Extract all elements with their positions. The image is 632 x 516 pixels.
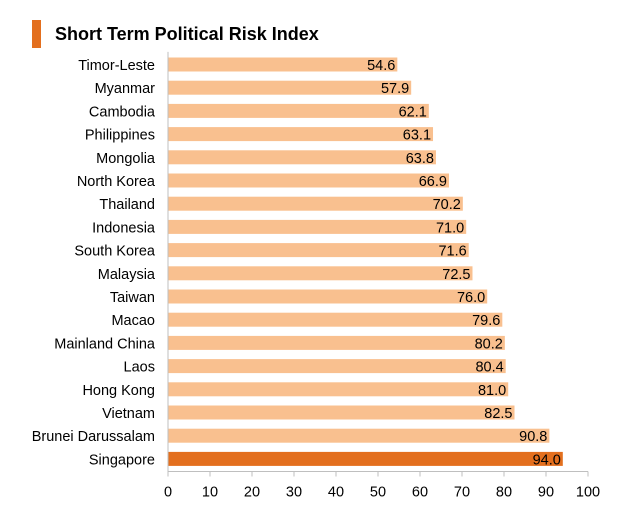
bar-mongolia (168, 150, 436, 165)
bar-south-korea (168, 243, 469, 258)
data-label: 63.1 (403, 128, 431, 144)
data-label: 63.8 (406, 151, 434, 167)
data-label: 70.2 (433, 197, 461, 213)
x-tick-label: 60 (412, 485, 428, 501)
data-label: 81.0 (478, 383, 506, 399)
x-tick-label: 0 (164, 485, 172, 501)
category-label: Mongolia (96, 151, 156, 167)
data-label: 80.2 (475, 336, 503, 352)
data-label: 54.6 (367, 58, 395, 74)
category-label: Brunei Darussalam (32, 429, 155, 445)
category-label: Vietnam (102, 406, 155, 422)
bar-malaysia (168, 266, 473, 281)
bar-laos (168, 359, 506, 374)
category-label: Malaysia (98, 267, 156, 283)
category-label: Laos (124, 360, 155, 376)
category-label: Philippines (85, 128, 155, 144)
chart-title: Short Term Political Risk Index (55, 24, 319, 44)
data-label: 71.6 (438, 244, 466, 260)
title-accent-bar (32, 20, 41, 48)
bar-taiwan (168, 289, 488, 304)
category-label: North Korea (77, 174, 156, 190)
bar-thailand (168, 196, 463, 211)
data-label: 66.9 (419, 174, 447, 190)
x-tick-label: 70 (454, 485, 470, 501)
data-label: 90.8 (519, 429, 547, 445)
category-label: Thailand (99, 197, 155, 213)
category-label: Myanmar (95, 81, 156, 97)
bar-philippines (168, 127, 434, 142)
data-label: 94.0 (533, 452, 561, 468)
category-label: Mainland China (54, 336, 156, 352)
bar-cambodia (168, 103, 429, 118)
x-tick-label: 80 (496, 485, 512, 501)
x-tick-label: 20 (244, 485, 260, 501)
x-tick-label: 10 (202, 485, 218, 501)
x-tick-label: 100 (576, 485, 600, 501)
data-label: 62.1 (399, 104, 427, 120)
data-label: 71.0 (436, 220, 464, 236)
x-tick-label: 50 (370, 485, 386, 501)
data-label: 57.9 (381, 81, 409, 97)
data-label: 82.5 (484, 406, 512, 422)
bar-singapore (168, 451, 563, 466)
bar-brunei-darussalam (168, 428, 550, 443)
bar-indonesia (168, 219, 467, 234)
data-label: 79.6 (472, 313, 500, 329)
data-label: 72.5 (442, 267, 470, 283)
bar-hong-kong (168, 382, 509, 397)
bar-vietnam (168, 405, 515, 420)
bar-mainland-china (168, 335, 505, 350)
category-label: Indonesia (92, 220, 156, 236)
bar-macao (168, 312, 503, 327)
x-tick-label: 40 (328, 485, 344, 501)
x-tick-label: 90 (538, 485, 554, 501)
data-label: 80.4 (475, 360, 503, 376)
category-label: Hong Kong (82, 383, 155, 399)
category-label: Singapore (89, 452, 155, 468)
bar-timor-leste (168, 57, 398, 72)
category-label: Cambodia (89, 104, 156, 120)
category-label: Taiwan (110, 290, 155, 306)
bar-myanmar (168, 80, 412, 95)
category-label: Macao (111, 313, 155, 329)
bar-north-korea (168, 173, 449, 188)
category-label: South Korea (74, 244, 156, 260)
x-tick-label: 30 (286, 485, 302, 501)
data-label: 76.0 (457, 290, 485, 306)
category-label: Timor-Leste (78, 58, 155, 74)
